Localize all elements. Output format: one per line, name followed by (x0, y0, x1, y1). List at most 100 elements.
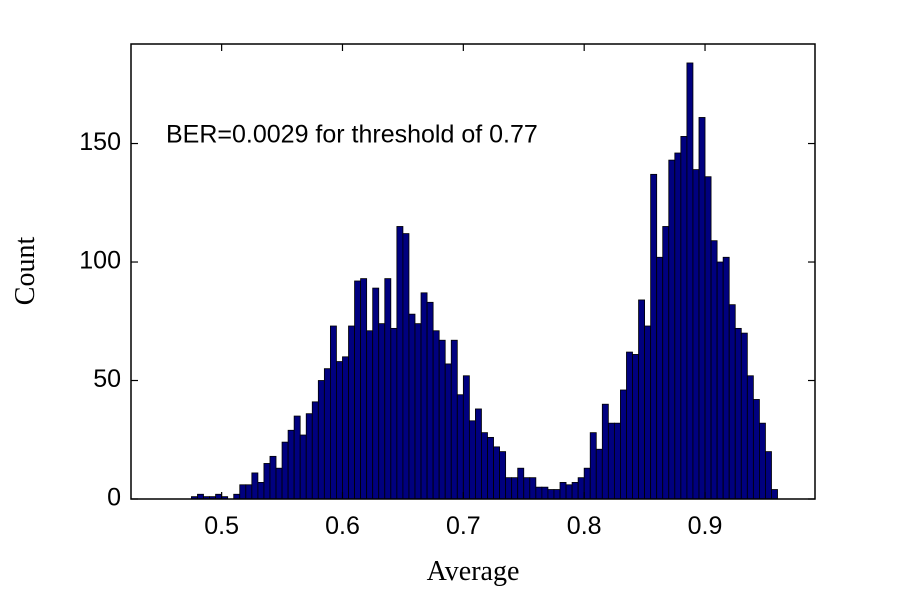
bar (408, 313, 416, 500)
y-axis-label: Count (10, 237, 41, 306)
bar (402, 233, 410, 500)
x-tick-label: 0.5 (204, 512, 239, 540)
bar (710, 240, 718, 500)
bar (426, 301, 434, 500)
bar (613, 422, 621, 500)
bar (583, 467, 591, 500)
bar (662, 226, 670, 500)
plot (191, 62, 778, 500)
bar (348, 325, 355, 500)
bar (245, 484, 253, 500)
x-tick-label: 0.8 (567, 512, 602, 540)
bar (420, 292, 428, 500)
bar (336, 361, 343, 500)
bar (765, 451, 772, 500)
bar (680, 136, 688, 500)
bar (311, 401, 319, 500)
bar (468, 420, 476, 500)
bar (360, 278, 368, 500)
bar (716, 261, 724, 500)
bar (565, 484, 573, 500)
bar (595, 448, 603, 500)
bar (529, 477, 537, 500)
bar (559, 482, 567, 500)
bar (475, 408, 482, 500)
bar (632, 354, 639, 500)
bar (626, 351, 633, 500)
bar (239, 484, 247, 500)
bar (505, 477, 513, 500)
bar (329, 325, 337, 500)
bar (692, 169, 700, 500)
bar (384, 278, 392, 500)
y-tick-label: 150 (79, 128, 121, 156)
bar (366, 330, 374, 500)
bar (456, 394, 464, 500)
bar (390, 327, 398, 500)
bar (577, 477, 585, 500)
y-tick-label: 0 (107, 484, 121, 512)
bar (541, 486, 549, 500)
bar (704, 176, 712, 500)
bar (734, 327, 742, 500)
x-tick-label: 0.9 (688, 512, 723, 540)
bar (668, 159, 676, 500)
bar (438, 339, 446, 500)
bar (547, 489, 555, 500)
bar (432, 330, 440, 500)
bar (686, 62, 694, 500)
annotation: BER=0.0029 for threshold of 0.77 (166, 121, 538, 149)
axes-frame (130, 43, 816, 500)
bar (759, 422, 766, 500)
bar (517, 467, 525, 500)
bar (450, 339, 458, 500)
bar (372, 287, 380, 500)
bar (644, 325, 652, 500)
bar (728, 304, 736, 500)
x-axis-label: Average (427, 556, 520, 587)
x-tick-label: 0.7 (446, 512, 481, 540)
bar (287, 429, 295, 500)
bar (323, 368, 331, 500)
y-tick-label: 50 (93, 365, 121, 393)
bar (414, 323, 422, 500)
bar (571, 482, 579, 500)
bar (722, 256, 730, 500)
bar (378, 323, 386, 500)
bar (511, 477, 519, 500)
bar (771, 489, 778, 500)
bar (481, 432, 488, 500)
bar (275, 467, 283, 500)
bar (342, 356, 349, 500)
bar (607, 422, 615, 500)
bar (462, 375, 470, 500)
bar (535, 486, 543, 500)
bar (251, 472, 259, 500)
bar (752, 399, 760, 500)
bar (674, 152, 682, 500)
x-tick-label: 0.6 (325, 512, 360, 540)
bar (499, 451, 507, 500)
bar (293, 415, 301, 500)
bar (487, 436, 494, 500)
y-tick-label: 100 (79, 247, 121, 275)
bar (257, 482, 265, 500)
bar (299, 434, 307, 500)
bar (638, 299, 646, 500)
bar (740, 332, 748, 500)
bar (444, 363, 452, 500)
bar (305, 413, 313, 500)
bar (601, 403, 609, 500)
bar (396, 226, 404, 500)
bar (281, 441, 289, 500)
bar (317, 380, 325, 500)
bar (650, 173, 658, 500)
bar (620, 389, 627, 500)
bar (553, 489, 561, 500)
bar (589, 432, 597, 500)
bar (354, 280, 362, 500)
bar (269, 455, 277, 500)
bar (746, 375, 754, 500)
